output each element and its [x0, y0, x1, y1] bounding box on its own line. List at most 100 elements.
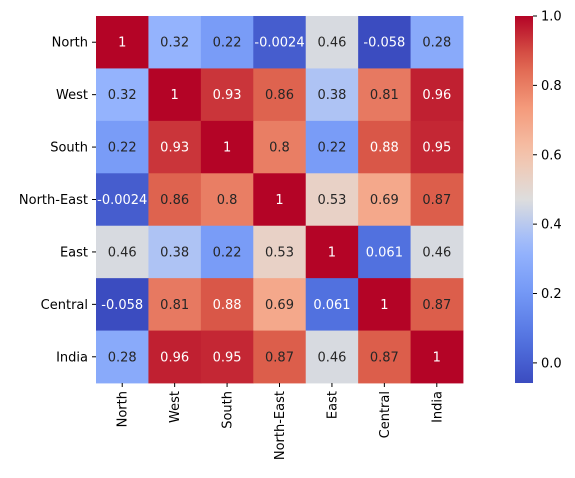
heatmap-cell	[253, 68, 307, 122]
colorbar-tick-label: 0.0	[541, 356, 562, 371]
heatmap-cell-labels: 1 0.32 0.22 -0.0024 0.46 -0.058 0.28 0.32 1 0.93 0…	[97, 36, 451, 366]
cell-value-label: 0.32	[160, 36, 189, 51]
heatmap-cell	[200, 278, 254, 331]
cell-value-label: -0.058	[101, 298, 143, 313]
heatmap-cell	[305, 16, 359, 69]
cell-value-label: 1	[328, 245, 336, 260]
y-tick-label: Central	[41, 298, 88, 313]
heatmap-cell	[305, 120, 359, 174]
cell-value-label: -0.0024	[254, 36, 304, 51]
heatmap-cell	[200, 120, 254, 174]
heatmap-cell	[200, 16, 254, 69]
cell-value-label: 0.86	[265, 88, 294, 103]
cell-value-label: 0.22	[213, 245, 242, 260]
cell-value-label: -0.058	[363, 36, 405, 51]
cell-value-label: 0.88	[213, 298, 242, 313]
cell-value-label: 0.46	[422, 245, 451, 260]
cell-value-label: -0.0024	[97, 193, 147, 208]
y-tick-label: North	[52, 36, 88, 51]
heatmap-cell	[200, 173, 254, 227]
cell-value-label: 0.95	[213, 350, 242, 365]
cell-value-label: 0.86	[160, 193, 189, 208]
heatmap-cell	[253, 16, 307, 69]
heatmap-cell	[410, 173, 464, 227]
heatmap-cell	[358, 225, 411, 279]
cell-value-label: 0.69	[370, 193, 399, 208]
y-tick-label: West	[56, 88, 88, 103]
cell-value-label: 0.93	[213, 88, 242, 103]
heatmap-cell	[358, 278, 411, 331]
cell-value-label: 0.32	[108, 88, 137, 103]
heatmap-cell	[148, 120, 202, 174]
heatmap-cell	[96, 68, 149, 122]
heatmap-cell	[410, 68, 464, 122]
heatmap-cell	[305, 330, 359, 384]
y-axis: North West South North-East East Central India	[19, 36, 96, 365]
x-tick-label: North-East	[273, 391, 288, 460]
y-tick-label: North-East	[19, 193, 88, 208]
x-tick-label: East	[325, 391, 340, 419]
heatmap-cell	[148, 278, 202, 331]
cell-value-label: 0.87	[422, 298, 451, 313]
cell-value-label: 0.28	[422, 36, 451, 51]
cell-value-label: 0.8	[269, 141, 290, 156]
colorbar-tick-label: 0.4	[541, 218, 562, 233]
cell-value-label: 0.061	[313, 298, 350, 313]
x-tick-label: North	[116, 391, 131, 427]
cell-value-label: 1	[380, 298, 388, 313]
heatmap-cell	[148, 330, 202, 384]
heatmap-cell	[358, 173, 411, 227]
cell-value-label: 0.69	[265, 298, 294, 313]
cell-value-label: 0.87	[265, 350, 294, 365]
heatmap-cell	[253, 278, 307, 331]
cell-value-label: 1	[118, 36, 126, 51]
heatmap-cell	[358, 68, 411, 122]
heatmap-cell	[410, 16, 464, 69]
heatmap-cell	[148, 225, 202, 279]
cell-value-label: 0.22	[213, 36, 242, 51]
heatmap-cell	[200, 330, 254, 384]
colorbar: 0.0 0.2 0.4 0.6 0.8 1.0	[515, 10, 562, 384]
colorbar-tick-label: 0.2	[541, 287, 562, 302]
cell-value-label: 0.46	[317, 36, 346, 51]
heatmap-cell	[410, 330, 464, 384]
cell-value-label: 1	[275, 193, 283, 208]
y-tick-label: East	[60, 245, 88, 260]
heatmap-cell	[253, 173, 307, 227]
cell-value-label: 0.93	[160, 141, 189, 156]
heatmap-cell	[358, 16, 411, 69]
heatmap-cell	[305, 173, 359, 227]
cell-value-label: 0.38	[160, 245, 189, 260]
heatmap-cell	[96, 120, 149, 174]
cell-value-label: 0.87	[422, 193, 451, 208]
colorbar-ticks: 0.0 0.2 0.4 0.6 0.8 1.0	[533, 10, 562, 371]
cell-value-label: 0.96	[422, 88, 451, 103]
cell-value-label: 1	[223, 141, 231, 156]
colorbar-gradient	[515, 16, 533, 384]
x-tick-label: India	[430, 391, 445, 423]
cell-value-label: 0.46	[108, 245, 137, 260]
heatmap-cell	[96, 330, 149, 384]
heatmap-cell	[96, 278, 149, 331]
cell-value-label: 0.53	[317, 193, 346, 208]
heatmap-cell	[253, 120, 307, 174]
x-tick-label: South	[221, 391, 236, 429]
heatmap-cell	[200, 225, 254, 279]
heatmap-cell	[148, 16, 202, 69]
cell-value-label: 0.53	[265, 245, 294, 260]
heatmap-cell	[410, 120, 464, 174]
colorbar-tick-label: 0.8	[541, 79, 562, 94]
heatmap-cell	[148, 173, 202, 227]
heatmap-cell	[358, 330, 411, 384]
heatmap-cell	[253, 225, 307, 279]
cell-value-label: 0.95	[422, 141, 451, 156]
heatmap-cell	[410, 225, 464, 279]
heatmap-cell	[148, 68, 202, 122]
heatmap-cell	[305, 68, 359, 122]
colorbar-tick-label: 0.6	[541, 148, 562, 163]
cell-value-label: 0.28	[108, 350, 137, 365]
heatmap-cell	[96, 225, 149, 279]
cell-value-label: 0.81	[160, 298, 189, 313]
cell-value-label: 0.87	[370, 350, 399, 365]
